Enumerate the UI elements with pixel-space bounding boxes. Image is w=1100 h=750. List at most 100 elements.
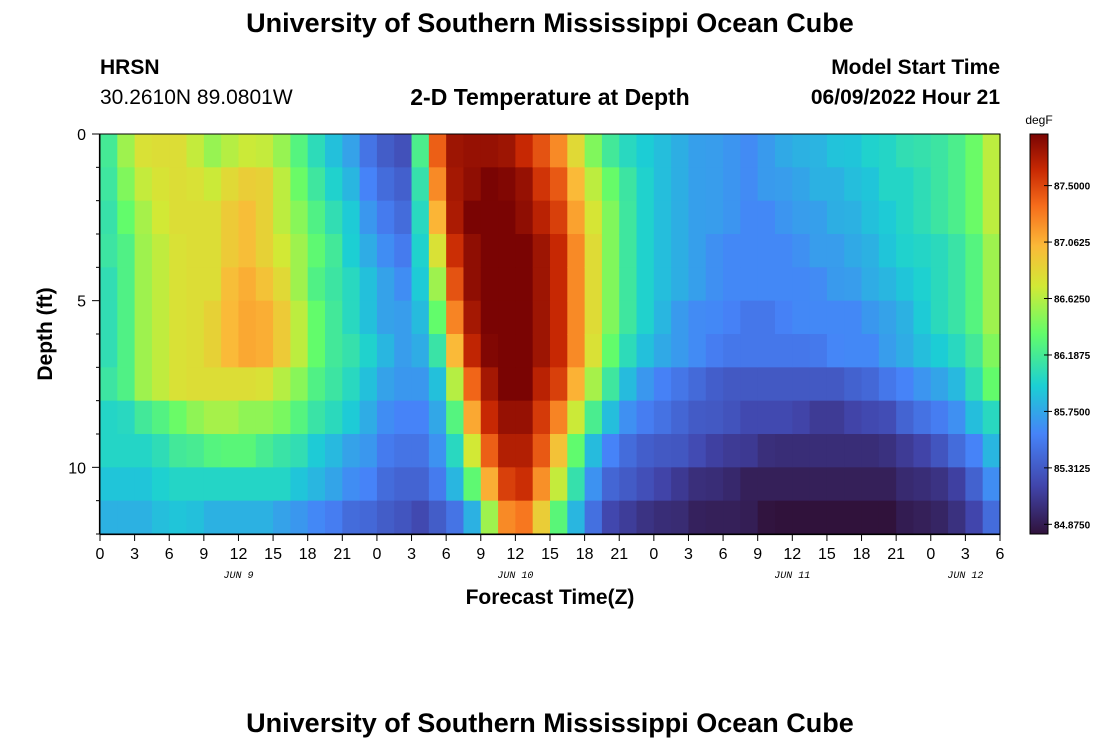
heatmap-cell	[498, 234, 516, 268]
heatmap-cell	[809, 334, 828, 368]
heatmap-cell	[844, 400, 863, 435]
heatmap-cell	[117, 200, 136, 235]
x-tick-label: 3	[407, 546, 416, 563]
heatmap-cell	[428, 200, 447, 235]
x-tick-label: 15	[264, 546, 282, 563]
heatmap-cell	[913, 467, 932, 502]
colorbar-tick-label: 87.0625	[1054, 238, 1091, 249]
heatmap-cell	[930, 200, 949, 235]
heatmap-cell	[965, 300, 984, 335]
heatmap-cell	[100, 200, 118, 235]
heatmap-cell	[653, 167, 672, 202]
heatmap-cell	[844, 234, 863, 268]
heatmap-cell	[619, 200, 638, 235]
heatmap-cell	[688, 334, 707, 368]
heatmap-cell	[896, 167, 915, 202]
heatmap-cell	[930, 134, 949, 168]
heatmap-cell	[359, 434, 378, 468]
heatmap-cell	[186, 167, 205, 202]
heatmap-cell	[515, 434, 534, 468]
heatmap-cell	[411, 500, 430, 535]
heatmap-cell	[532, 334, 551, 368]
heatmap-cell	[238, 234, 257, 268]
heatmap-cell	[376, 267, 395, 302]
heatmap-cell	[169, 267, 188, 302]
heatmap-cell	[134, 367, 153, 402]
heatmap-cell	[982, 134, 1001, 168]
heatmap-cell	[480, 467, 499, 502]
day-labels: JUN 9 JUN 10 JUN 11 JUN 12	[223, 571, 983, 582]
heatmap-cell	[325, 267, 343, 302]
heatmap-cell	[584, 500, 603, 535]
heatmap-cell	[705, 500, 724, 535]
y-tick-label: 0	[77, 127, 86, 144]
heatmap-cell	[446, 467, 465, 502]
heatmap-cell	[480, 434, 499, 468]
heatmap-cell	[273, 167, 291, 202]
heatmap-cell	[342, 400, 361, 435]
heatmap-cell	[134, 300, 153, 335]
heatmap-cell	[238, 434, 257, 468]
heatmap-cell	[705, 300, 724, 335]
heatmap-cell	[584, 200, 603, 235]
heatmap-cell	[342, 200, 361, 235]
heatmap-cell	[169, 134, 188, 168]
heatmap-cell	[376, 367, 395, 402]
heatmap-cell	[394, 267, 413, 302]
heatmap-cell	[151, 400, 170, 435]
heatmap-cell	[446, 367, 465, 402]
heatmap-cell	[584, 367, 603, 402]
heatmap-cell	[584, 134, 603, 168]
heatmap-cell	[723, 400, 741, 435]
heatmap-cell	[117, 400, 136, 435]
heatmap-cell	[636, 234, 655, 268]
heatmap-cell	[394, 234, 413, 268]
heatmap-cell	[498, 267, 516, 302]
heatmap-cell	[151, 467, 170, 502]
heatmap-cell	[273, 234, 291, 268]
heatmap-cell	[169, 400, 188, 435]
heatmap-cell	[290, 267, 309, 302]
x-tick-label: 21	[610, 546, 628, 563]
heatmap-cell	[411, 267, 430, 302]
x-tick-label: 0	[926, 546, 935, 563]
heatmap-cell	[792, 167, 811, 202]
heatmap-cell	[100, 467, 118, 502]
heatmap-cell	[792, 134, 811, 168]
heatmap-cell	[584, 267, 603, 302]
heatmap-cell	[134, 267, 153, 302]
heatmap-cell	[359, 367, 378, 402]
heatmap-cell	[948, 400, 966, 435]
heatmap-cell	[740, 400, 759, 435]
heatmap-cell	[878, 434, 897, 468]
heatmap-cell	[619, 267, 638, 302]
heatmap-cell	[498, 134, 516, 168]
heatmap-cell	[376, 167, 395, 202]
heatmap-cell	[290, 167, 309, 202]
heatmap-cell	[878, 134, 897, 168]
heatmap-cell	[930, 300, 949, 335]
heatmap-cell	[428, 500, 447, 535]
heatmap-cell	[376, 200, 395, 235]
heatmap-cell	[151, 500, 170, 535]
heatmap-cell	[740, 300, 759, 335]
heatmap-cell	[688, 234, 707, 268]
heatmap-cell	[307, 500, 326, 535]
heatmap-cell	[584, 300, 603, 335]
heatmap-cell	[688, 167, 707, 202]
heatmap-cell	[636, 200, 655, 235]
heatmap-cell	[861, 300, 880, 335]
heatmap-cell	[238, 134, 257, 168]
heatmap-cell	[965, 400, 984, 435]
heatmap-cell	[757, 334, 776, 368]
heatmap-cell	[290, 300, 309, 335]
heatmap-cell	[325, 500, 343, 535]
heatmap-cell	[463, 334, 482, 368]
heatmap-cell	[186, 200, 205, 235]
colorbar-gradient	[1029, 133, 1049, 535]
heatmap-cell	[567, 500, 586, 535]
heatmap-cell	[307, 367, 326, 402]
heatmap-cell	[740, 500, 759, 535]
heatmap-cell	[671, 234, 690, 268]
heatmap-cell	[117, 267, 136, 302]
